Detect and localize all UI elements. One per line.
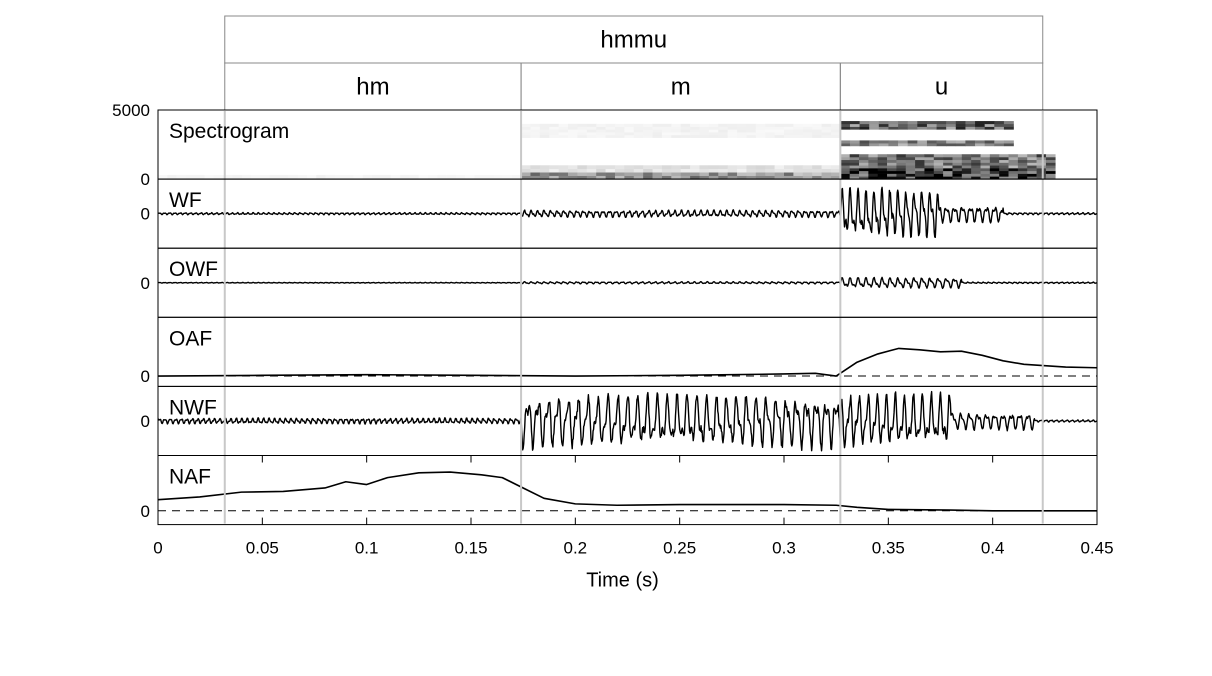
ytick-oaf-0: 0 — [141, 367, 150, 386]
word-tier-label: hmmu — [600, 27, 667, 54]
xtick-label-7: 0.35 — [872, 539, 905, 558]
panel-oaf: 0 — [141, 347, 1098, 386]
segmentation-table: hmmu hm m u — [224, 15, 1044, 111]
x-axis-label: Time (s) — [586, 570, 659, 592]
ytick-naf-0: 0 — [141, 502, 150, 521]
xtick-label-1: 0.05 — [246, 539, 279, 558]
series-line-owf — [157, 276, 1098, 290]
spectrogram-cell-5 — [840, 140, 1014, 147]
panel-label-spectrogram: Spectrogram — [169, 120, 289, 143]
xtick-label-0: 0 — [153, 539, 162, 558]
panel-owf: 0 — [141, 274, 1098, 293]
signal-panels: 0 5000 0 0 0 0 0 — [112, 101, 1098, 521]
spectrogram-cell-4 — [840, 154, 1056, 169]
ytick-nwf-0: 0 — [141, 412, 150, 431]
panel-label-owf: OWF — [169, 258, 218, 281]
series-line-oaf — [157, 347, 1098, 377]
panel-label-wf: WF — [169, 189, 202, 212]
xtick-label-3: 0.15 — [454, 539, 487, 558]
xtick-label-9: 0.45 — [1080, 539, 1113, 558]
panel-wf: 0 — [141, 186, 1098, 239]
ytick-spectrogram-0: 0 — [141, 170, 150, 189]
panel-frames: Spectrogram WF OWF OAF NWF NAF — [157, 109, 1098, 526]
ytick-spectrogram-1: 5000 — [112, 101, 150, 120]
spectrogram-cell-6 — [840, 121, 1014, 130]
segment-label-2: u — [935, 74, 948, 101]
series-line-nwf — [157, 390, 1098, 452]
segment-label-0: hm — [356, 74, 389, 101]
spectrogram-cell-0 — [521, 172, 841, 180]
series-line-wf — [157, 186, 1098, 239]
xtick-label-6: 0.3 — [772, 539, 796, 558]
panel-label-oaf: OAF — [169, 327, 212, 350]
segment-tier: hm m u — [224, 62, 1044, 111]
panel-naf: 0 — [141, 471, 1097, 521]
xtick-label-4: 0.2 — [564, 539, 588, 558]
panel-nwf: 0 — [141, 390, 1098, 452]
spectrogram-cell-3 — [840, 168, 1056, 180]
xtick-label-5: 0.25 — [663, 539, 696, 558]
ytick-owf-0: 0 — [141, 274, 150, 293]
panel-label-nwf: NWF — [169, 396, 217, 419]
panel-frame-5 — [157, 455, 1098, 526]
panel-label-naf: NAF — [169, 466, 211, 489]
spectrogram-cell-1 — [521, 165, 841, 173]
panel-spectrogram: 0 5000 — [112, 101, 1056, 189]
x-axis: 0 0.05 0.1 0.15 0.2 0.25 0.3 0.35 0.4 0.45 — [153, 455, 1114, 558]
spectrogram-cell-7 — [158, 174, 522, 180]
xtick-label-2: 0.1 — [355, 539, 379, 558]
ytick-wf-0: 0 — [141, 205, 150, 224]
segment-label-1: m — [671, 74, 691, 101]
xtick-label-8: 0.4 — [981, 539, 1005, 558]
series-line-naf — [157, 471, 1097, 512]
spectrogram-cell-2 — [521, 123, 841, 138]
